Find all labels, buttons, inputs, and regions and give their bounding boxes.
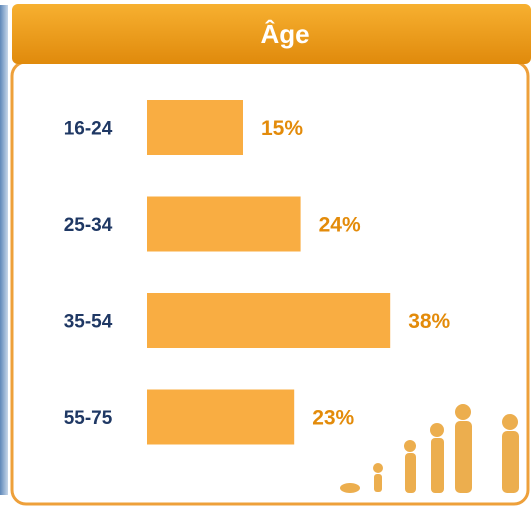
category-label: 25-34 <box>64 215 113 236</box>
silhouettes <box>340 404 519 493</box>
bar <box>147 293 391 348</box>
bar <box>147 100 243 155</box>
side-strip <box>0 5 8 495</box>
value-label: 24% <box>319 214 361 237</box>
value-label: 38% <box>408 310 450 333</box>
category-label: 55-75 <box>64 408 113 429</box>
value-label: 23% <box>312 407 354 430</box>
category-label: 35-54 <box>64 312 113 333</box>
header <box>12 4 531 64</box>
value-label: 15% <box>261 117 303 140</box>
bar <box>147 389 295 445</box>
bar <box>147 196 301 252</box>
category-label: 16-24 <box>64 119 113 140</box>
chart-title: Âge <box>260 19 309 49</box>
